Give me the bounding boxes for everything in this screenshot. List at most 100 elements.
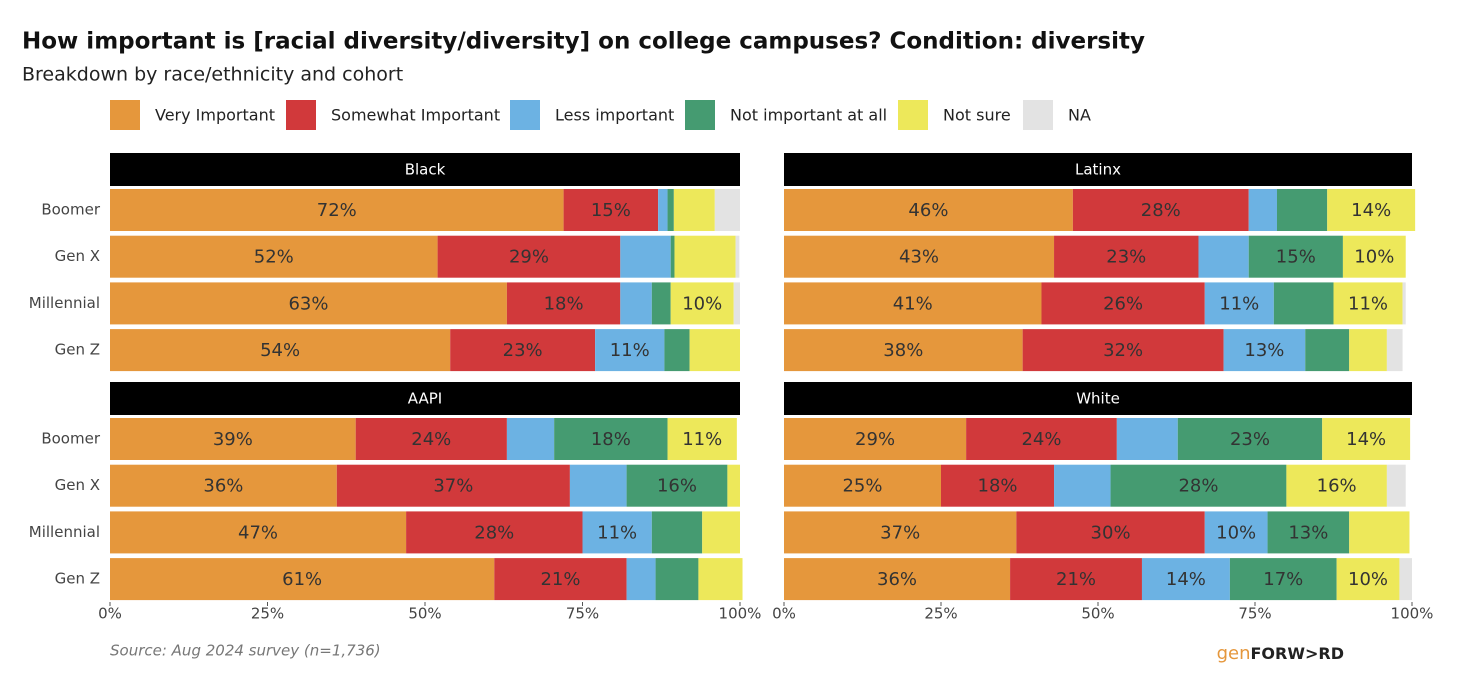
bar-segment xyxy=(110,464,337,507)
bar-segment xyxy=(1229,558,1337,601)
legend-swatch xyxy=(510,100,540,130)
bar-segment xyxy=(784,511,1017,554)
legend-label: Not important at all xyxy=(730,106,887,125)
bar-segment xyxy=(784,329,1023,372)
bar-segment xyxy=(1305,329,1350,372)
bar-segment xyxy=(735,235,740,278)
bar-segment xyxy=(620,282,652,325)
bar-segment xyxy=(1198,235,1249,278)
legend-swatch xyxy=(685,100,715,130)
x-tick-label: 50% xyxy=(408,605,441,623)
legend-label: NA xyxy=(1068,106,1091,125)
y-tick-label: Boomer xyxy=(41,201,100,219)
bar-segment xyxy=(941,464,1055,507)
data-label: 18% xyxy=(978,476,1018,497)
bar-segment xyxy=(1286,464,1387,507)
bar-segment xyxy=(1349,329,1387,372)
bar-segment xyxy=(664,329,690,372)
legend-swatch xyxy=(898,100,928,130)
bar-segment xyxy=(1204,282,1274,325)
bar-segment xyxy=(110,329,451,372)
data-label: 10% xyxy=(1216,522,1256,543)
bar-segment xyxy=(1141,558,1230,601)
data-label: 29% xyxy=(855,429,895,450)
bar-segment xyxy=(1399,558,1412,601)
chart-subtitle: Breakdown by race/ethnicity and cohort xyxy=(22,64,403,86)
panel-header xyxy=(784,153,1412,186)
bar-segment xyxy=(670,235,675,278)
bar-segment xyxy=(110,235,438,278)
bar-segment xyxy=(626,464,728,507)
bar-segment xyxy=(1267,511,1350,554)
bar-segment xyxy=(1336,558,1400,601)
x-tick-label: 75% xyxy=(566,605,599,623)
bar-segment xyxy=(355,418,507,460)
legend-label: Not sure xyxy=(943,106,1011,125)
bar-segment xyxy=(1322,418,1411,460)
bar-segment xyxy=(1248,189,1277,231)
x-tick-label: 100% xyxy=(719,605,762,623)
legend-label: Very Important xyxy=(155,106,275,125)
bar-segment xyxy=(336,464,570,507)
panel-title: AAPI xyxy=(408,390,442,408)
data-label: 47% xyxy=(238,522,278,543)
bar-segment xyxy=(784,189,1073,231)
bar-segment xyxy=(1327,189,1416,231)
y-tick-label: Gen X xyxy=(55,247,100,265)
y-tick-label: Boomer xyxy=(41,430,100,448)
data-label: 24% xyxy=(411,429,451,450)
bar-segment xyxy=(702,511,740,554)
data-label: 37% xyxy=(880,522,920,543)
chart-title: How important is [racial diversity/diver… xyxy=(22,29,1145,55)
data-label: 10% xyxy=(1354,247,1394,268)
bar-segment xyxy=(1273,282,1334,325)
bar-segment xyxy=(784,235,1055,278)
bar-segment xyxy=(1010,558,1142,601)
bar-segment xyxy=(1022,329,1224,372)
panel-header xyxy=(110,382,740,415)
data-label: 28% xyxy=(1141,200,1181,221)
data-label: 15% xyxy=(1276,247,1316,268)
bar-segment xyxy=(110,189,564,231)
bar-segment xyxy=(667,189,674,231)
data-label: 10% xyxy=(682,293,722,314)
x-tick-label: 75% xyxy=(1238,605,1271,623)
y-tick-label: Gen X xyxy=(55,476,100,494)
legend-swatch xyxy=(1023,100,1053,130)
y-tick-label: Gen Z xyxy=(55,341,100,359)
bar-segment xyxy=(1072,189,1249,231)
data-label: 38% xyxy=(883,340,923,361)
bar-segment xyxy=(437,235,621,278)
bar-segment xyxy=(655,558,699,601)
panel-title: Black xyxy=(405,161,446,179)
x-tick-label: 25% xyxy=(251,605,284,623)
bar-segment xyxy=(110,418,356,460)
x-tick-label: 0% xyxy=(772,605,796,623)
bar-segment xyxy=(406,511,583,554)
logo-prefix: gen xyxy=(1217,643,1251,664)
x-tick-label: 25% xyxy=(924,605,957,623)
data-label: 13% xyxy=(1288,522,1328,543)
x-tick-label: 0% xyxy=(98,605,122,623)
bar-segment xyxy=(651,511,703,554)
bar-segment xyxy=(784,282,1042,325)
bar-segment xyxy=(698,558,743,601)
data-label: 32% xyxy=(1103,340,1143,361)
bar-segment xyxy=(554,418,668,460)
data-label: 13% xyxy=(1244,340,1284,361)
bar-segment xyxy=(1402,282,1406,325)
bar-segment xyxy=(110,558,495,601)
bar-segment xyxy=(1204,511,1268,554)
x-tick-label: 50% xyxy=(1081,605,1114,623)
bar-segment xyxy=(1041,282,1205,325)
bar-segment xyxy=(506,282,621,325)
data-label: 43% xyxy=(899,247,939,268)
data-label: 26% xyxy=(1103,293,1143,314)
data-label: 24% xyxy=(1021,429,1061,450)
y-tick-label: Millennial xyxy=(29,294,100,312)
bar-segment xyxy=(110,282,507,325)
bar-segment xyxy=(1116,418,1178,460)
data-label: 11% xyxy=(1219,293,1259,314)
panel-title: White xyxy=(1076,390,1120,408)
